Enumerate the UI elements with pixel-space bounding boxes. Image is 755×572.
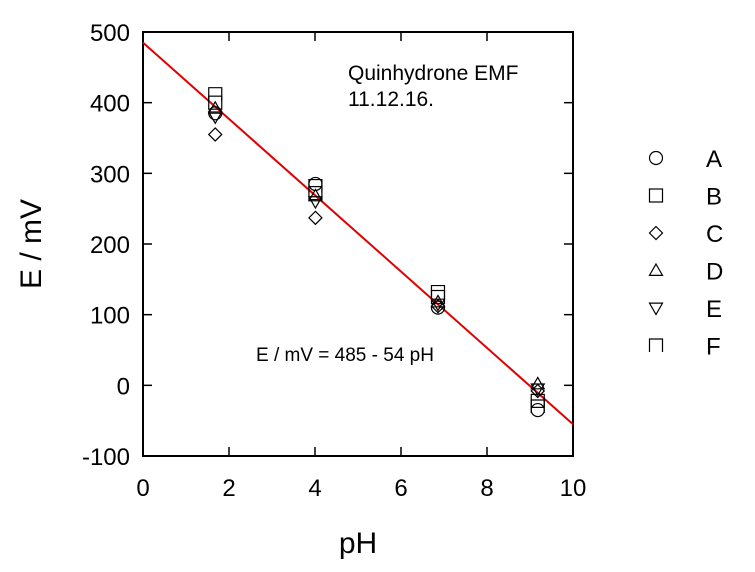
x-axis-label: pH xyxy=(339,527,377,560)
legend-marker-f xyxy=(648,338,664,352)
legend-marker-d xyxy=(648,262,664,276)
legend-marker-c xyxy=(648,225,664,241)
x-tick-label: 8 xyxy=(480,475,493,502)
data-point-a xyxy=(530,402,545,418)
y-tick-label: 400 xyxy=(90,91,130,118)
y-tick-label: 500 xyxy=(90,20,130,47)
title-line-1: Quinhydrone EMF xyxy=(348,62,518,85)
x-tick-label: 6 xyxy=(394,475,407,502)
data-point-f xyxy=(308,178,323,193)
x-tick-label: 4 xyxy=(308,475,321,502)
data-point-d xyxy=(307,188,323,202)
data-point-f xyxy=(430,284,446,299)
data-point-b xyxy=(308,186,323,201)
y-tick-label: 300 xyxy=(90,161,130,188)
x-tick-label: 10 xyxy=(560,475,587,502)
y-axis-label: E / mV xyxy=(15,199,48,289)
data-point-d xyxy=(430,294,446,308)
y-tick-label: -100 xyxy=(82,444,130,471)
data-point-c xyxy=(207,127,223,142)
legend-label-a: A xyxy=(706,146,722,173)
data-point-f xyxy=(208,87,223,101)
y-tick-label: 200 xyxy=(90,232,130,259)
legend-label-c: C xyxy=(706,221,723,248)
legend-marker-a xyxy=(648,150,664,166)
title-line-2: 11.12.16. xyxy=(348,88,434,111)
data-points-layer xyxy=(207,87,546,418)
data-point-f xyxy=(530,399,545,414)
legend-marker-e xyxy=(648,302,664,316)
data-point-b xyxy=(208,95,223,110)
data-point-c xyxy=(308,210,323,226)
data-point-e xyxy=(207,111,223,125)
data-point-e xyxy=(530,383,546,397)
data-point-d xyxy=(207,100,223,114)
legend-label-e: E xyxy=(706,296,722,323)
x-tick-label: 2 xyxy=(222,475,235,502)
data-point-e xyxy=(430,298,446,312)
legend-label-f: F xyxy=(706,334,721,361)
y-tick-label: 0 xyxy=(117,373,130,400)
plot-frame xyxy=(142,31,574,457)
y-tick-label: 100 xyxy=(90,303,130,330)
data-point-d xyxy=(530,376,546,390)
legend-marker-b xyxy=(648,188,664,203)
data-point-e xyxy=(307,196,323,210)
legend-label-b: B xyxy=(706,184,722,211)
x-tick-label: 0 xyxy=(136,475,149,502)
equation-label: E / mV = 485 - 54 pH xyxy=(256,345,434,366)
legend-label-d: D xyxy=(706,259,723,286)
data-point-a xyxy=(430,300,446,315)
